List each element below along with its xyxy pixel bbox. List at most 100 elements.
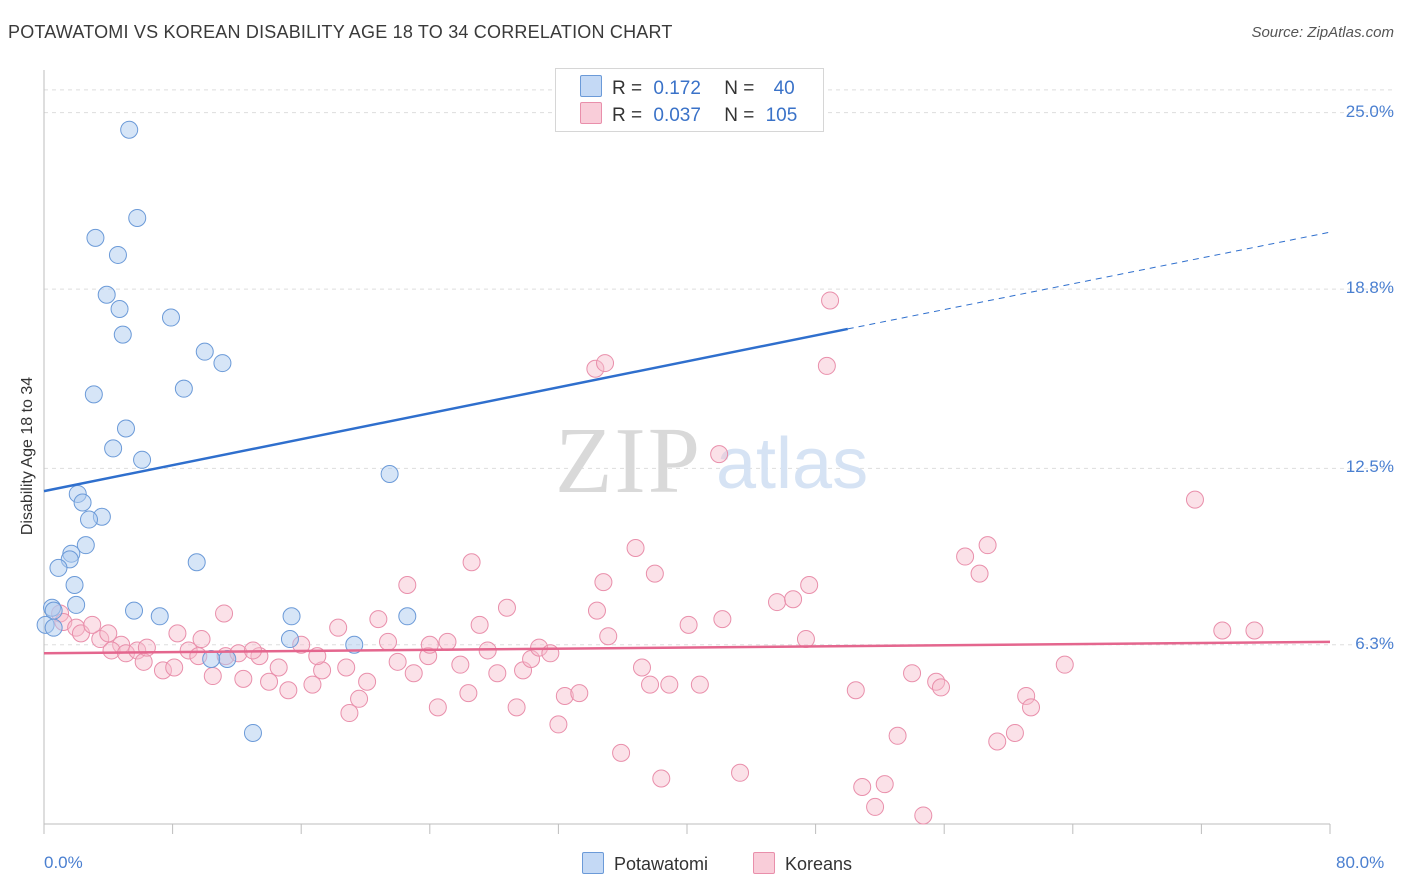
korean-point [1022,698,1041,717]
y-tick-label: 18.8% [1345,278,1394,298]
korean-point [234,669,253,688]
korean-point [1017,686,1036,705]
potawatomi-point [84,385,103,404]
korean-point [690,675,709,694]
chart-title: POTAWATOMI VS KOREAN DISABILITY AGE 18 T… [8,22,673,42]
korean-point [260,672,279,691]
potawatomi-point [113,325,132,344]
korean-point [586,359,605,378]
korean-point [369,610,388,629]
potawatomi-point [213,354,232,373]
korean-point [594,573,613,592]
korean-point [903,664,922,683]
korean-point [817,356,836,375]
potawatomi-points [36,120,417,742]
potawatomi-trend-extension [847,231,1331,330]
korean-point [168,624,187,643]
korean-point [358,672,377,691]
korean-point [303,675,322,694]
korean-point [978,536,997,555]
trend-lines [43,231,1331,655]
potawatomi-point [110,300,129,319]
korean-point [679,615,698,634]
korean-point [215,604,234,623]
korean-point [555,686,574,705]
korean-point [570,684,589,703]
potawatomi-point [174,379,193,398]
korean-point [970,564,989,583]
watermark-atlas: atlas [716,424,868,504]
legend-n-value: 105 [765,105,798,126]
legend-n-label: N = [724,105,755,126]
potawatomi-point [280,630,299,649]
korean-point [846,681,865,700]
korean-point [153,661,172,680]
bottom-legend-label-koreans: Koreans [785,854,853,874]
potawatomi-point [133,450,152,469]
korean-point [931,678,950,697]
korean-point [888,726,907,745]
korean-point [507,698,526,717]
korean-point [329,618,348,637]
korean-point [596,354,615,373]
korean-point [459,684,478,703]
korean-point [192,630,211,649]
korean-point [165,658,184,677]
korean-point [388,652,407,671]
potawatomi-point [125,601,144,620]
korean-point [645,564,664,583]
potawatomi-point [44,618,63,637]
watermark: ZIP atlas [555,409,868,513]
korean-point [1185,490,1204,509]
korean-point [710,445,729,464]
legend-r-value: 0.037 [653,105,701,126]
korean-point [379,632,398,651]
korean-point [660,675,679,694]
korean-point [599,627,618,646]
potawatomi-point [195,342,214,361]
korean-point [956,547,975,566]
y-tick-label: 12.5% [1345,457,1394,477]
korean-point [641,675,660,694]
bottom-legend-label-potawatomi: Potawatomi [614,854,709,874]
korean-point [340,704,359,723]
potawatomi-point [243,723,262,742]
legend: R = 0.172 N = 40 R = 0.037 N = 105 [555,68,824,132]
korean-point [541,644,560,663]
legend-row-koreans: R = 0.037 N = 105 [580,102,797,128]
bottom-legend-koreans: Koreans [753,852,852,875]
korean-point [398,575,417,594]
potawatomi-trend-line [43,327,848,493]
korean-point [438,632,457,651]
korean-point [203,667,222,686]
potawatomi-point [108,245,127,264]
korean-point [821,291,840,310]
korean-point [1055,655,1074,674]
korean-point [927,672,946,691]
watermark-zip: ZIP [555,409,702,513]
korean-point [404,664,423,683]
potawatomi-point [104,439,123,458]
korean-point [99,624,118,643]
korean-point [419,647,438,666]
koreans-trend-line [43,640,1331,655]
potawatomi-point [380,465,399,484]
potawatomi-point [218,649,237,668]
potawatomi-point [150,607,169,626]
korean-point [470,615,489,634]
korean-point [587,601,606,620]
korean-point [102,641,121,660]
potawatomi-point [161,308,180,327]
korean-point [768,593,787,612]
korean-point [796,630,815,649]
korean-point [1005,723,1024,742]
legend-r-label: R = [612,105,643,126]
korean-point [632,658,651,677]
potawatomi-point [128,208,147,227]
potawatomi-point [398,607,417,626]
korean-point [731,763,750,782]
bottom-legend-potawatomi: Potawatomi [582,852,708,875]
korean-point [800,575,819,594]
potawatomi-point [202,649,221,668]
